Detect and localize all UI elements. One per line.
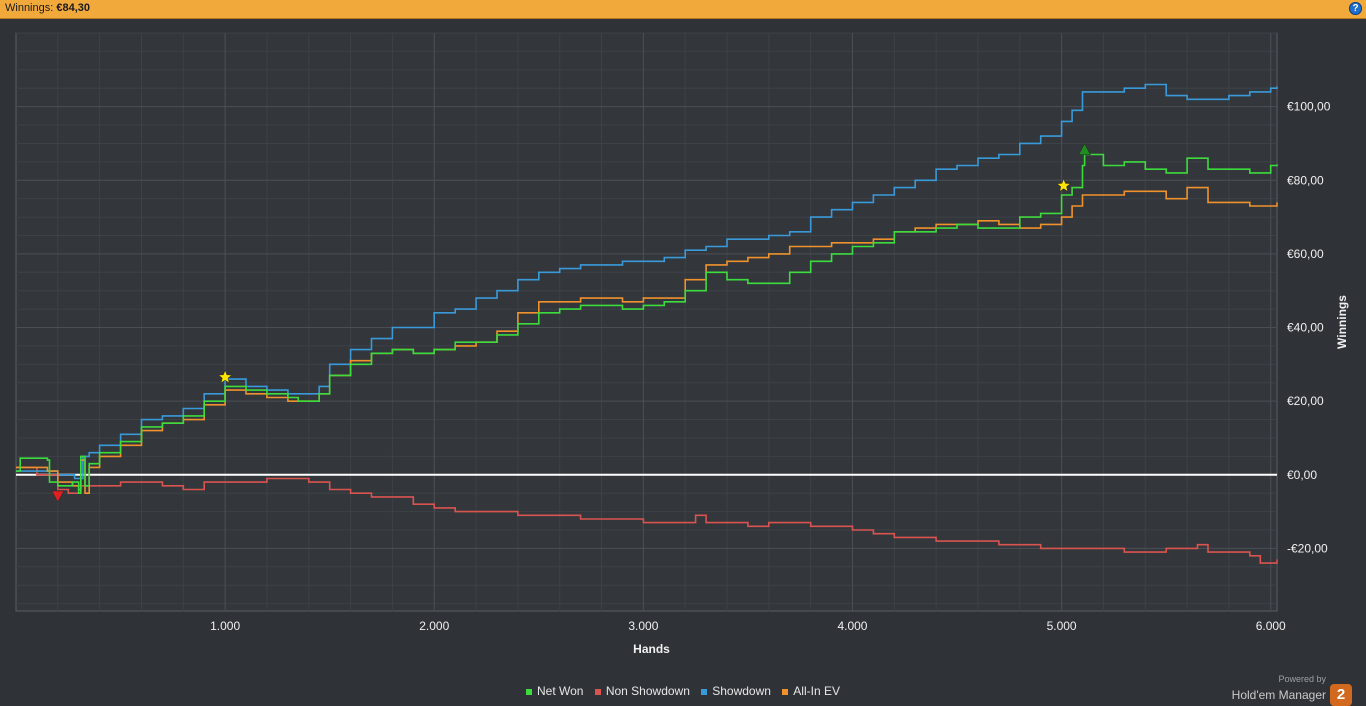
winnings-summary: Winnings: €84,30 — [5, 2, 90, 14]
series-line-all-in-ev — [16, 186, 1278, 494]
y-tick-label: €60,00 — [1287, 247, 1324, 261]
x-tick-label: 2.000 — [419, 619, 449, 633]
legend-item-net-won[interactable]: Net Won — [526, 684, 583, 698]
y-tick-label: €0,00 — [1287, 468, 1317, 482]
x-tick-label: 3.000 — [628, 619, 658, 633]
x-axis-title: Hands — [633, 642, 670, 656]
legend-swatch — [526, 688, 533, 695]
y-tick-label: €20,00 — [1287, 394, 1324, 408]
max-marker — [1078, 143, 1092, 156]
y-tick-label: €80,00 — [1287, 173, 1324, 187]
star-marker-1 — [217, 369, 233, 384]
min-marker — [51, 490, 65, 503]
legend-item-showdown[interactable]: Showdown — [701, 684, 771, 698]
legend-item-non-showdown[interactable]: Non Showdown — [594, 684, 690, 698]
brand-logo-icon: 2 — [1330, 684, 1352, 706]
winnings-label: Winnings: — [5, 2, 54, 14]
grid — [15, 32, 1278, 612]
legend-swatch — [782, 688, 789, 695]
x-tick-label: 4.000 — [837, 619, 867, 633]
brand: Powered by Hold'em Manager 2 — [1232, 674, 1352, 706]
star-marker-2 — [1056, 178, 1072, 192]
help-icon[interactable]: ? — [1349, 2, 1362, 15]
y-tick-label: €40,00 — [1287, 321, 1324, 335]
legend-label: Showdown — [712, 684, 771, 698]
series-line-non-showdown — [16, 466, 1278, 564]
y-tick-label: -€20,00 — [1287, 541, 1328, 555]
tick-labels: -€20,00 €0,00 €20,00 €40,00 €60,00 €80,00 €100… — [210, 100, 1331, 633]
legend-label: All-In EV — [793, 684, 840, 698]
legend-label: Non Showdown — [605, 684, 690, 698]
winnings-value: €84,30 — [56, 2, 91, 14]
title-bar: Winnings: €84,30 ? — [0, 0, 1366, 19]
markers — [51, 143, 1092, 503]
legend-label: Net Won — [537, 684, 584, 698]
x-tick-label: 5.000 — [1047, 619, 1077, 633]
legend: Net Won Non Showdown Showdown All-In EV — [0, 684, 1366, 698]
series-line-showdown — [16, 83, 1278, 480]
brand-name: Hold'em Manager — [1231, 688, 1326, 702]
y-tick-label: €100,00 — [1287, 100, 1331, 114]
series-lines — [16, 83, 1278, 564]
x-tick-label: 1.000 — [210, 619, 240, 633]
series-line-net-won — [16, 153, 1278, 494]
x-tick-label: 6.000 — [1256, 619, 1286, 633]
y-axis-title: Winnings — [1335, 295, 1349, 349]
legend-swatch — [701, 688, 708, 695]
plot-area — [15, 32, 1278, 612]
legend-swatch — [594, 688, 601, 695]
powered-by-label: Powered by — [1278, 674, 1326, 684]
legend-item-all-in-ev[interactable]: All-In EV — [782, 684, 840, 698]
